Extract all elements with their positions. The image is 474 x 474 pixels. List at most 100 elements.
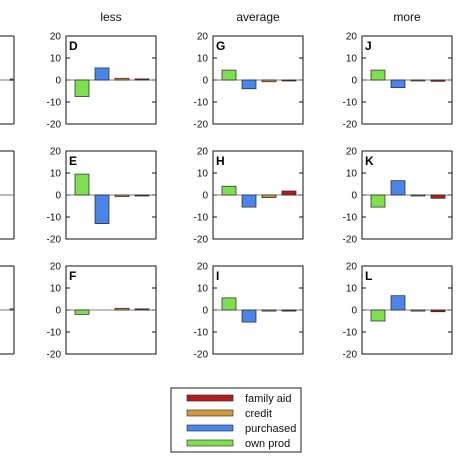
y-tick-label: 20 (197, 147, 209, 158)
y-tick-label: -10 (194, 213, 209, 224)
y-tick-label: 10 (50, 284, 62, 295)
bar-own-prod (370, 194, 386, 208)
y-tick-label: -20 (47, 350, 62, 361)
bar-credit (114, 307, 130, 311)
bar-family-aid (430, 194, 446, 199)
bar-purchased (390, 180, 406, 196)
partial-bar-family-aid (9, 78, 14, 81)
legend-swatch (186, 424, 234, 432)
bar-credit (410, 194, 426, 197)
y-tick-label: -20 (194, 120, 209, 131)
bar-own-prod (221, 69, 237, 81)
bar-purchased (94, 194, 110, 224)
column-title-average: average (236, 10, 280, 24)
bar-family-aid (430, 309, 446, 313)
bar-credit (410, 309, 426, 312)
y-tick-label: 0 (202, 76, 208, 87)
panel-d: 20 10 0 -10 -20 D (47, 32, 157, 131)
panel-j: 20 10 0 -10 -20 J (343, 32, 453, 131)
legend-swatch (186, 439, 234, 447)
y-tick-label: 20 (197, 262, 209, 273)
y-tick-label: -20 (343, 235, 358, 246)
panels: 20 10 0 -10 -20 D 20 10 0 -10 -20 G 20 10 0 -10 -20 J 20 10… (47, 32, 453, 361)
panel-i: 20 10 0 -10 -20 I (194, 262, 304, 361)
y-tick-label: -10 (194, 328, 209, 339)
y-tick-label: 20 (197, 32, 209, 43)
bar-credit (114, 194, 130, 197)
y-tick-label: 10 (197, 284, 209, 295)
bar-family-aid (134, 194, 150, 197)
bar-own-prod (370, 69, 386, 81)
y-tick-label: -20 (194, 350, 209, 361)
bar-own-prod (221, 185, 237, 196)
legend-swatch (186, 409, 234, 417)
panel-k: 20 10 0 -10 -20 K (343, 147, 453, 246)
bar-credit (114, 77, 130, 81)
panel-e: 20 10 0 -10 -20 E (47, 147, 157, 246)
legend-label: own prod (245, 438, 290, 450)
bar-credit (261, 194, 277, 198)
bar-purchased (241, 309, 257, 323)
legend-item-family-aid: family aid (186, 393, 291, 405)
column-title-less: less (100, 10, 121, 24)
y-tick-label: -10 (343, 213, 358, 224)
panel-f: 20 10 0 -10 -20 F (47, 262, 157, 361)
panel-letter: K (365, 154, 374, 168)
partial-bar-family-aid (9, 308, 14, 311)
bar-family-aid (134, 308, 150, 311)
bar-own-prod (74, 173, 90, 196)
bar-family-aid (281, 190, 297, 196)
bar-purchased (241, 79, 257, 90)
y-tick-label: 0 (202, 306, 208, 317)
legend: family aid credit purchased own prod (170, 387, 302, 453)
y-tick-label: -20 (343, 350, 358, 361)
y-tick-label: -20 (343, 120, 358, 131)
y-tick-label: 20 (50, 262, 62, 273)
y-tick-label: -10 (343, 328, 358, 339)
legend-item-purchased: purchased (186, 423, 296, 435)
y-tick-label: 10 (346, 284, 358, 295)
column-title-more: more (393, 10, 421, 24)
y-tick-label: 10 (50, 169, 62, 180)
panel-letter: E (69, 154, 77, 168)
left-panel-fragments (0, 35, 15, 355)
bar-credit (261, 79, 277, 83)
panel-letter: L (365, 269, 372, 283)
bar-purchased (390, 295, 406, 311)
panel-letter: J (365, 39, 372, 53)
bar-own-prod (74, 309, 90, 315)
y-tick-label: 0 (351, 306, 357, 317)
y-tick-label: 20 (50, 32, 62, 43)
y-tick-label: 10 (50, 54, 62, 65)
legend-label: purchased (245, 423, 296, 435)
y-tick-label: -10 (194, 98, 209, 109)
panel-h: 20 10 0 -10 -20 H (194, 147, 304, 246)
bar-family-aid (134, 78, 150, 81)
panel-letter: I (216, 269, 219, 283)
bar-own-prod (370, 309, 386, 322)
y-tick-label: 10 (346, 169, 358, 180)
column-titles: less average more (100, 10, 421, 24)
bar-own-prod (74, 79, 90, 97)
y-tick-label: 20 (346, 147, 358, 158)
y-tick-label: 0 (55, 76, 61, 87)
bar-purchased (94, 67, 110, 81)
y-tick-label: -20 (47, 120, 62, 131)
y-tick-label: -10 (47, 328, 62, 339)
bar-family-aid (281, 79, 297, 82)
y-tick-label: 20 (50, 147, 62, 158)
legend-swatch (186, 394, 234, 402)
bar-purchased (241, 194, 257, 208)
legend-label: credit (245, 408, 272, 420)
y-tick-label: -10 (47, 98, 62, 109)
bar-family-aid (281, 309, 297, 312)
legend-item-credit: credit (186, 408, 272, 420)
y-tick-label: -10 (343, 98, 358, 109)
y-tick-label: 10 (197, 54, 209, 65)
y-tick-label: 0 (55, 191, 61, 202)
y-tick-label: 10 (346, 54, 358, 65)
y-tick-label: -10 (47, 213, 62, 224)
y-tick-label: 0 (202, 191, 208, 202)
y-tick-label: 10 (197, 169, 209, 180)
